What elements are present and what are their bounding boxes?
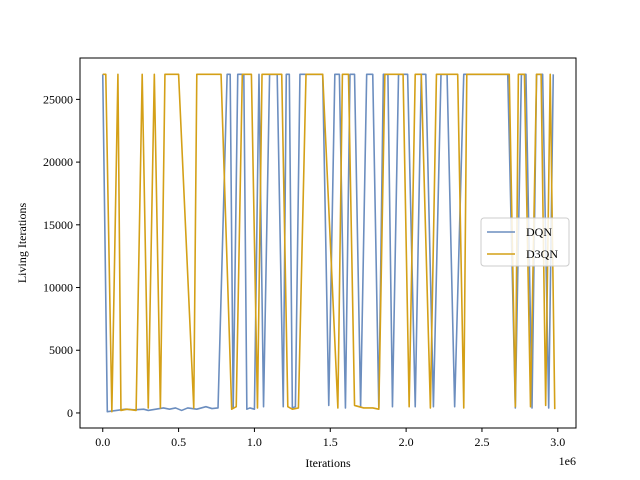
y-tick-label: 5000 (49, 343, 73, 357)
x-axis-label: Iterations (305, 456, 351, 470)
x-tick-label: 2.5 (474, 435, 489, 449)
y-axis-label: Living Iterations (15, 203, 29, 284)
plot-area-frame (79, 57, 577, 429)
legend-label-d3qn: D3QN (526, 247, 558, 261)
x-tick-label: 1.0 (247, 435, 262, 449)
y-tick-label: 15000 (43, 218, 73, 232)
x-tick-label: 1.5 (323, 435, 338, 449)
x-tick-label: 3.0 (550, 435, 565, 449)
x-axis-offset-label: 1e6 (559, 454, 576, 468)
x-tick-label: 0.0 (95, 435, 110, 449)
series-line-d3qn (102, 73, 556, 413)
y-tick-label: 20000 (43, 155, 73, 169)
x-tick-label: 2.0 (399, 435, 414, 449)
legend-label-dqn: DQN (526, 225, 552, 239)
series-layer (101, 73, 556, 413)
x-tick-label: 0.5 (171, 435, 186, 449)
y-tick-label: 10000 (43, 281, 73, 295)
y-tick-label: 0 (67, 406, 73, 420)
legend: DQN D3QN (480, 217, 570, 267)
y-tick-label: 25000 (43, 92, 73, 106)
y-axis: 0 5000 10000 15000 20000 25000 (43, 92, 80, 420)
x-axis: 0.0 0.5 1.0 1.5 2.0 2.5 3.0 (95, 428, 565, 449)
